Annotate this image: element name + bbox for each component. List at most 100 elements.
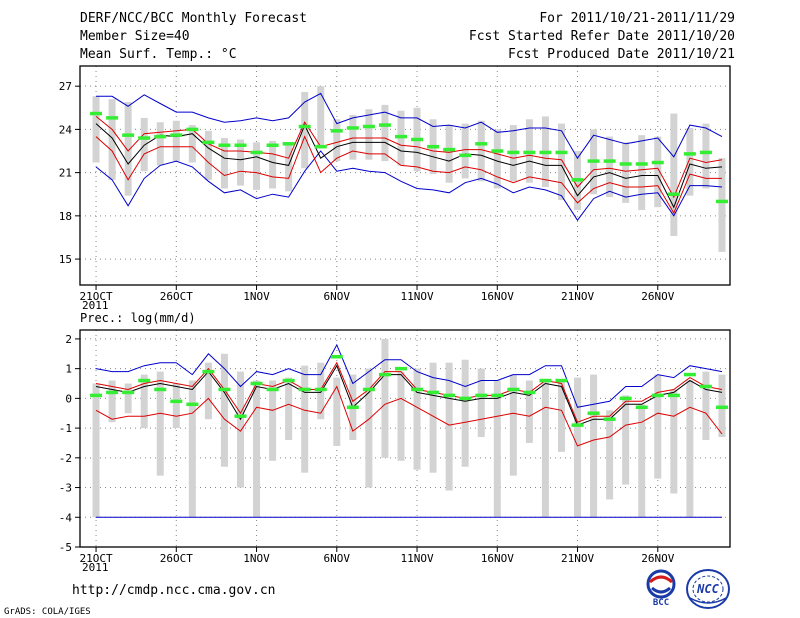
temp-spread-bar: [156, 122, 164, 166]
prec-spread-bar: [638, 404, 646, 518]
temp-spread-bar: [285, 142, 293, 192]
prec-spread-bar: [509, 374, 517, 476]
prec-spread-bar: [702, 371, 710, 440]
prec-spread-bar: [172, 383, 180, 429]
prec-spread-bar: [413, 368, 421, 470]
prec-line-outer-upper: [95, 343, 723, 408]
prec-spread-bar: [493, 380, 501, 518]
prec-spread-bar: [365, 368, 373, 488]
ncc-logo-icon: NCC: [686, 569, 730, 609]
temp-x-tick-label: 11NOV: [400, 290, 433, 303]
prec-x-tick-label: 26NOV: [641, 552, 674, 565]
temp-x-tick-label: 21NOV: [561, 290, 594, 303]
temp-spread-bar: [92, 96, 100, 163]
forecast-period: For 2011/10/21-2011/11/29: [539, 11, 735, 26]
temp-spread-bar: [124, 102, 132, 196]
temp-spread-bar: [333, 119, 341, 162]
prec-spread-bar: [124, 383, 132, 414]
temp-spread-bar: [622, 142, 630, 203]
prec-spread-bar: [590, 374, 598, 518]
prec-x-tick-label: 16NOV: [481, 552, 514, 565]
prec-spread-bar: [445, 362, 453, 491]
temp-spread-bar: [461, 123, 469, 179]
temp-spread-bar: [702, 123, 710, 189]
prec-spread-bar: [381, 338, 389, 458]
prec-spread-bar: [204, 362, 212, 420]
prec-spread-bar: [108, 380, 116, 423]
temp-x-tick-label: 21OCT: [79, 290, 112, 303]
prec-spread-bar: [654, 374, 662, 479]
bcc-logo-icon: BCC: [646, 569, 676, 607]
prec-x-tick-label: 6NOV: [324, 552, 351, 565]
temp-spread-bar: [718, 158, 726, 252]
temp-y-tick-label: 27: [59, 80, 72, 93]
temp-spread-bar: [349, 114, 357, 160]
temp-spread-bar: [317, 86, 325, 146]
ncc-logo-text: NCC: [696, 582, 719, 596]
temp-x-tick-label: 16NOV: [481, 290, 514, 303]
temp-spread-bar: [140, 117, 148, 172]
prec-spread-bar: [686, 380, 694, 518]
temp-spread-bar: [269, 140, 277, 189]
grads-credit: GrADS: COLA/IGES: [4, 607, 91, 617]
prec-spread-bar: [188, 380, 196, 518]
temp-x-tick-label: 1NOV: [243, 290, 270, 303]
prec-spread-bar: [333, 377, 341, 446]
temp-spread-bar: [381, 104, 389, 162]
temp-spread-bar: [301, 91, 309, 169]
prec-spread-bar: [477, 368, 485, 438]
temp-y-tick-label: 24: [59, 123, 73, 136]
temp-line-mean: [95, 123, 723, 209]
prec-spread-bar: [236, 371, 244, 488]
prec-spread-bar: [670, 389, 678, 494]
prec-spread-bar: [397, 371, 405, 461]
prec-spread-bar: [557, 380, 565, 452]
temp-line-outer-lower: [95, 150, 723, 222]
temp-spread-bar: [557, 123, 565, 200]
temp-spread-bar: [220, 138, 228, 189]
temp-line-inner-lower: [95, 135, 722, 215]
temp-x-tick-label: 26OCT: [160, 290, 193, 303]
temp-spread-bar: [236, 139, 244, 186]
prec-y-tick-label: -5: [59, 541, 72, 554]
prec-x-tick-label: 21NOV: [561, 552, 594, 565]
member-size: Member Size=40: [80, 29, 190, 44]
bcc-logo-text: BCC: [653, 598, 669, 607]
temp-spread-bar: [493, 129, 501, 189]
prec-spread-bar: [253, 380, 261, 518]
prec-spread-bar: [301, 365, 309, 473]
prec-spread-bar: [525, 380, 533, 443]
prec-spread-bar: [541, 380, 549, 518]
temp-line-outer-upper: [96, 92, 723, 160]
figure-title: DERF/NCC/BCC Monthly Forecast: [80, 11, 307, 26]
prec-y-tick-label: -1: [59, 422, 72, 435]
temp-x-tick-label: 6NOV: [324, 290, 351, 303]
footer-url: http://cmdp.ncc.cma.gov.cn: [72, 583, 276, 598]
temp-spread-bar: [477, 120, 485, 182]
prec-line-inner-upper: [95, 361, 723, 423]
variable-label: Mean Surf. Temp.: °C: [80, 47, 237, 62]
temp-spread-bar: [188, 125, 196, 163]
prec-x-tick-label: 21OCT: [79, 552, 112, 565]
precip-panel-title: Prec.: log(mm/d): [80, 311, 196, 325]
prec-x-year-label: 2011: [82, 561, 109, 574]
prec-spread-bar: [461, 359, 469, 467]
produced-date: Fcst Produced Date 2011/10/21: [508, 47, 735, 62]
prec-line-inner-lower: [95, 385, 723, 447]
prec-y-tick-label: 2: [65, 333, 72, 346]
prec-plot-frame: [79, 329, 731, 548]
prec-y-tick-label: 0: [65, 392, 72, 405]
prec-x-tick-label: 26OCT: [160, 552, 193, 565]
temp-spread-bar: [204, 130, 212, 180]
prec-spread-bar: [269, 380, 277, 461]
temp-spread-bar: [606, 136, 614, 198]
started-date: Fcst Started Refer Date 2011/10/20: [468, 29, 735, 44]
temp-spread-bar: [670, 113, 678, 237]
prec-spread-bar: [429, 362, 437, 473]
prec-spread-bar: [622, 395, 630, 485]
temp-line-inner-upper: [95, 116, 723, 199]
prec-y-tick-label: -3: [59, 482, 72, 495]
